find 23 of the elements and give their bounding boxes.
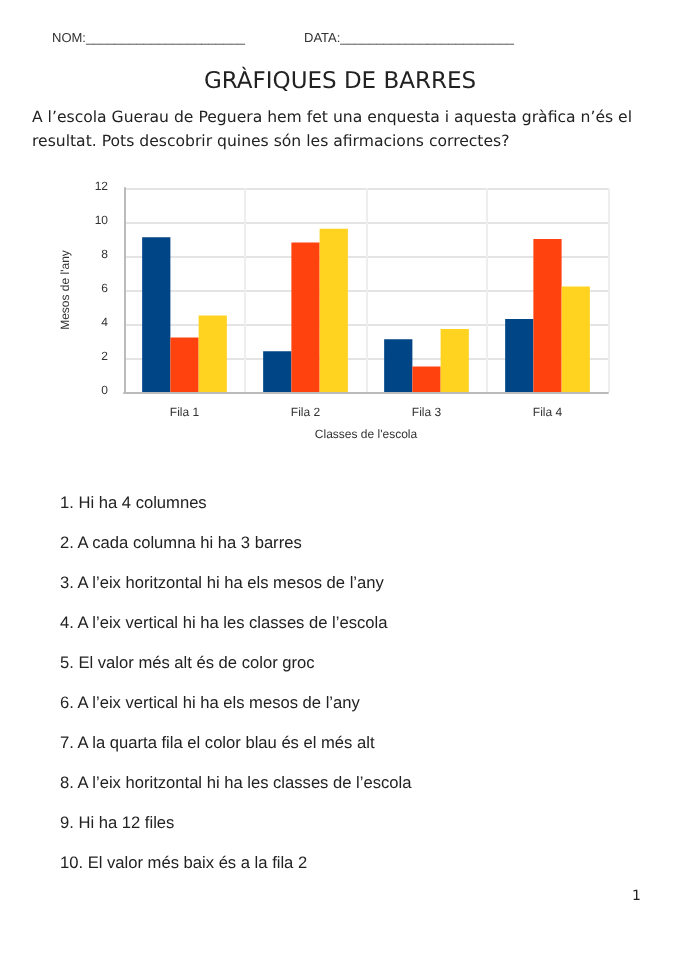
bar (384, 339, 413, 392)
bar (198, 315, 227, 392)
text: 7. A la quarta fila el color blau és el més alt (60, 732, 377, 756)
text: 8. A l’eix horitzontal hi ha les classes de l’escola (60, 772, 412, 796)
bar (319, 228, 348, 392)
text: 3. A l’eix horitzontal hi ha els mesos de l’any (60, 572, 386, 596)
bar (412, 366, 441, 392)
bar (533, 239, 562, 392)
text: 1. Hi ha 4 columnes (60, 492, 209, 516)
bar (142, 237, 171, 392)
bar (170, 337, 199, 392)
text: 2. A cada columna hi ha 3 barres (60, 532, 304, 556)
bar (561, 286, 590, 392)
text: 5. El valor més alt és de color groc (60, 652, 317, 676)
text: 6. A l’eix vertical hi ha els mesos de l’any (60, 692, 362, 716)
text: 4. A l’eix vertical hi ha les classes de l’escola (60, 612, 390, 636)
text: 10. El valor més baix és a la fila 2 (60, 852, 310, 876)
chart-title: GRÀFIQUES DE BARRES (201, 66, 479, 94)
bar (505, 318, 534, 392)
bar (440, 329, 469, 392)
text: 9. Hi ha 12 files (60, 812, 177, 836)
bar (263, 351, 292, 392)
bar (291, 242, 320, 392)
